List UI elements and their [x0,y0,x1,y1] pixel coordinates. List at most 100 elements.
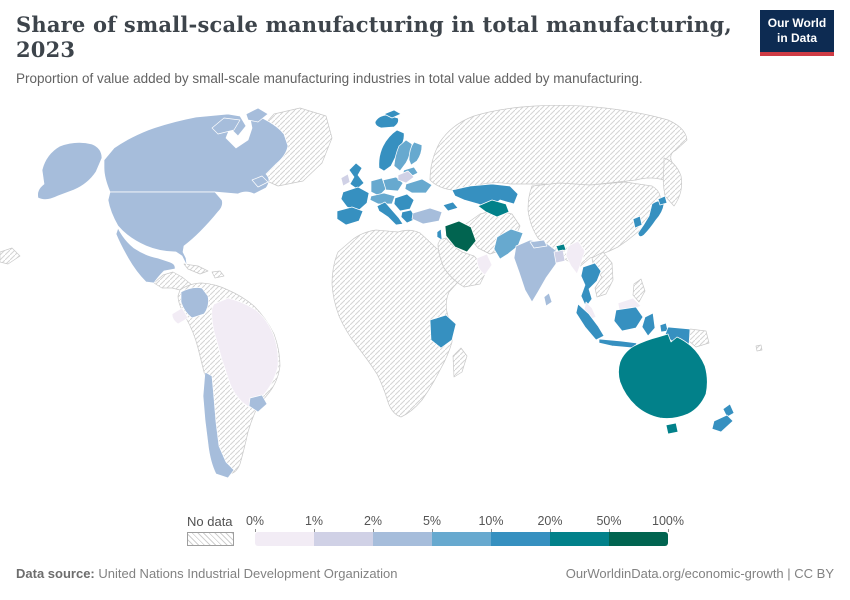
region-spain-portugal[interactable] [336,206,364,226]
country-ireland[interactable] [340,173,351,187]
country-turkey[interactable] [411,207,443,225]
legend-tick-mark [255,529,256,532]
legend-ticks [255,529,669,532]
legend-tick-mark [668,529,669,532]
chart-footer: Data source: United Nations Industrial D… [16,566,834,581]
country-papua-new-guinea[interactable] [688,328,710,348]
chart-header: Share of small-scale manufacturing in to… [16,12,750,88]
country-new-zealand-north[interactable] [722,403,735,418]
country-france[interactable] [340,186,370,212]
country-hispaniola[interactable] [211,270,225,279]
page-title: Share of small-scale manufacturing in to… [16,12,732,63]
legend-tick-label: 1% [304,514,324,528]
country-india[interactable] [513,239,559,303]
country-greece[interactable] [400,209,417,224]
country-kazakhstan[interactable] [451,183,519,209]
country-russia-kamchatka[interactable] [662,157,683,207]
legend-no-data-swatch[interactable] [187,532,234,546]
country-canada-arctic-islands-2[interactable] [245,107,269,123]
country-uzbekistan[interactable] [477,199,510,218]
country-sweden[interactable] [393,139,413,172]
region-africa[interactable] [331,229,460,418]
legend-no-data-label: No data [187,514,233,529]
page-subtitle: Proportion of value added by small-scale… [16,71,643,87]
country-cuba[interactable] [183,263,209,275]
country-fiji[interactable] [755,344,763,352]
country-south-korea[interactable] [632,215,643,229]
country-usa-alaska[interactable] [37,142,103,200]
country-israel[interactable] [436,228,443,241]
owid-logo[interactable]: Our World in Data [760,10,834,56]
country-new-zealand-south[interactable] [711,414,734,433]
legend-labels: 0% 1% 2% 5% 10% 20% 50% 100% [246,514,684,529]
region-balkans[interactable] [393,193,415,212]
legend-bin[interactable] [373,532,432,546]
legend-bin[interactable] [491,532,550,546]
country-iceland[interactable] [374,114,399,129]
data-source-value: United Nations Industrial Development Or… [94,566,398,581]
country-canada[interactable] [103,113,289,195]
region-central-europe[interactable] [369,192,396,205]
legend-tick-label: 0% [245,514,265,528]
country-oman[interactable] [476,253,493,276]
country-australia[interactable] [618,333,708,419]
country-usa[interactable] [107,191,223,267]
country-sri-lanka[interactable] [543,292,553,307]
country-myanmar[interactable] [565,240,586,275]
country-bangladesh[interactable] [553,249,566,264]
country-canada-newfoundland[interactable] [251,175,269,188]
country-japan-hokkaido[interactable] [657,195,668,206]
country-colombia[interactable] [180,287,209,319]
legend-bin[interactable] [550,532,609,546]
country-ukraine[interactable] [404,178,433,194]
country-mexico[interactable] [115,227,176,284]
country-russia[interactable] [429,104,688,191]
country-bhutan[interactable] [555,243,567,252]
region-arabia[interactable] [437,237,487,288]
country-belarus[interactable] [397,170,415,184]
territory-svalbard[interactable] [383,109,402,119]
legend-tick-mark [432,529,433,532]
country-united-kingdom[interactable] [348,162,365,190]
legend-tick-label: 100% [652,514,684,528]
country-poland[interactable] [382,176,404,192]
legend-tick-mark [550,529,551,532]
country-russia-west-edge[interactable] [0,247,21,265]
legend-bin[interactable] [432,532,491,546]
country-madagascar[interactable] [452,347,468,378]
world-choropleth-map [0,104,763,479]
legend-bin[interactable] [255,532,314,546]
country-australia-tasmania[interactable] [665,422,679,435]
legend-tick-mark [491,529,492,532]
country-indonesia-kalimantan[interactable] [613,306,644,332]
legend-tick-mark [373,529,374,532]
legend-bar-group: 0% 1% 2% 5% 10% 20% 50% 100% [246,514,684,546]
country-tanzania[interactable] [429,314,457,349]
country-indonesia-sulawesi[interactable] [641,312,656,337]
country-thailand[interactable] [580,262,602,308]
country-indonesia-sumatra[interactable] [575,303,605,341]
country-nepal[interactable] [529,239,548,249]
country-canada-arctic-islands[interactable] [211,117,241,135]
country-italy[interactable] [376,201,404,226]
country-germany[interactable] [370,177,387,197]
country-pakistan[interactable] [493,228,524,260]
legend-bar [255,532,668,546]
country-finland[interactable] [408,141,423,166]
legend-no-data-group[interactable]: No data [187,514,237,546]
legend-bin[interactable] [314,532,373,546]
legend-tick-label: 50% [596,514,622,528]
region-caucasus[interactable] [442,201,459,212]
data-source-label: Data source: [16,566,95,581]
map-legend: No data 0% 1% 2% 5% 10% 20% 50% 100% [187,514,687,554]
country-indonesia-java[interactable] [598,338,638,349]
country-philippines[interactable] [632,278,646,303]
legend-tick-label: 10% [478,514,504,528]
legend-bin[interactable] [609,532,668,546]
country-chile[interactable] [202,371,235,479]
country-ecuador[interactable] [171,307,189,325]
footer-link[interactable]: OurWorldinData.org/economic-growth | CC … [565,566,834,581]
country-iraq[interactable] [444,220,477,253]
country-uruguay[interactable] [248,394,268,413]
legend-tick-mark [609,529,610,532]
